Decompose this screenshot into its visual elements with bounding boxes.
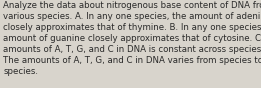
Text: Analyze the data about nitrogenous base content of DNA from
various species. A. : Analyze the data about nitrogenous base … <box>3 1 261 76</box>
